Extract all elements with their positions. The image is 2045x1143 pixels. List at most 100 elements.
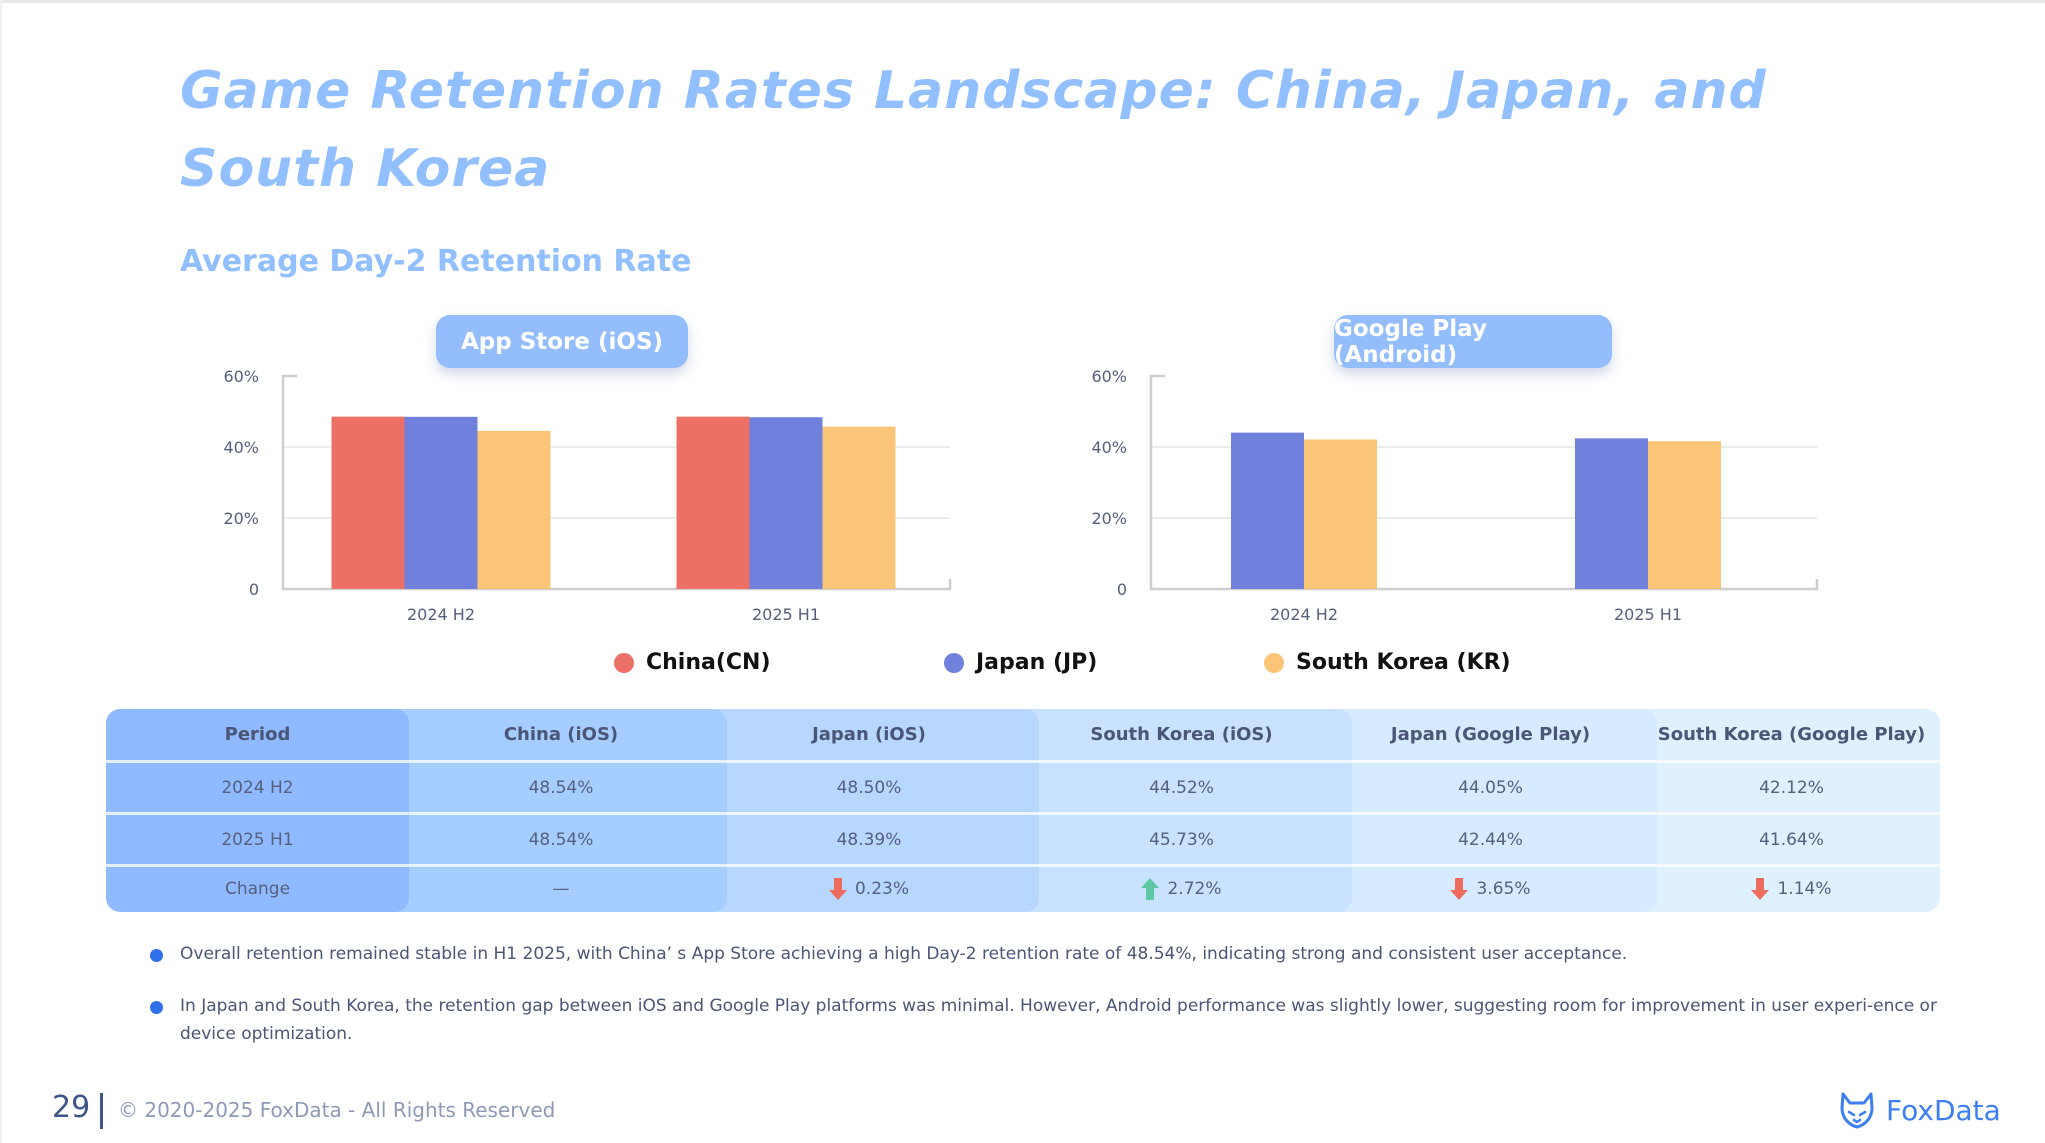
arrow-down-icon	[1751, 878, 1770, 900]
legend-item-china: China(CN)	[614, 650, 771, 675]
bar-japan-jp-2024-h2	[404, 416, 478, 589]
brand-logo: FoxData	[1838, 1090, 2001, 1130]
table-cell: 44.52%	[1025, 762, 1338, 813]
insight-text: In Japan and South Korea, the retention …	[180, 996, 1937, 1044]
insights-list: Overall retention remained stable in H1 …	[150, 940, 1950, 1072]
legend-swatch-china	[614, 652, 634, 673]
change-value: 3.65%	[1476, 879, 1531, 899]
page-title: Game Retention Rates Landscape: China, J…	[180, 61, 1767, 199]
y-tick-label: 0	[249, 580, 259, 599]
arrow-up-icon	[1141, 878, 1160, 900]
table-column: South Korea (iOS) 44.52% 45.73% 2.72%	[1011, 709, 1352, 912]
insight-text: Overall retention remained stable in H1 …	[180, 944, 1628, 964]
legend-item-japan: Japan (JP)	[944, 650, 1097, 675]
y-tick-label: 60%	[1091, 367, 1127, 386]
legend-swatch-japan	[944, 652, 964, 673]
row-divider	[106, 864, 1940, 867]
brand-name: FoxData	[1886, 1093, 2001, 1127]
table-cell: 45.73%	[1025, 814, 1338, 865]
bar-south-korea-kr-2025-h1	[822, 426, 896, 589]
table-cell: 41.64%	[1643, 814, 1940, 865]
y-tick-label: 20%	[1091, 509, 1127, 528]
arrow-down-icon	[828, 878, 847, 900]
bar-japan-jp-2025-h1	[749, 417, 823, 589]
page-number: 29	[52, 1090, 91, 1125]
table-header-cell: China (iOS)	[409, 709, 713, 760]
table-change-cell: 2.72%	[1025, 866, 1338, 912]
insight-item: In Japan and South Korea, the retention …	[150, 992, 1950, 1048]
bar-south-korea-kr-2024-h2	[477, 430, 551, 589]
bullet-icon	[150, 1001, 163, 1014]
section-title: Average Day-2 Retention Rate	[180, 244, 692, 279]
cell-value: 42.12%	[1759, 777, 1824, 798]
legend-label-china: China(CN)	[646, 650, 771, 675]
x-category-label: 2025 H1	[752, 605, 820, 624]
chart-legend: China(CN) Japan (JP) South Korea (KR)	[0, 650, 2045, 686]
table-cell: 42.44%	[1338, 814, 1643, 865]
y-tick-label: 0	[1117, 580, 1127, 599]
chart-title-ios: App Store (iOS)	[436, 315, 688, 368]
bar-japan-jp-2025-h1	[1575, 438, 1648, 589]
x-category-label: 2024 H2	[1270, 605, 1338, 624]
table-header-cell: South Korea (iOS)	[1025, 709, 1338, 760]
table-cell: 42.12%	[1643, 762, 1940, 813]
x-category-label: 2025 H1	[1614, 605, 1682, 624]
header-label: South Korea (iOS)	[1090, 724, 1273, 745]
cell-value: 48.39%	[836, 829, 902, 850]
table-change-cell: —	[409, 866, 713, 912]
left-border	[0, 0, 2, 1143]
bar-china-cn-2024-h2	[331, 416, 405, 589]
table-change-cell: 3.65%	[1338, 866, 1643, 912]
bar-japan-jp-2024-h2	[1231, 432, 1304, 589]
header-label: Period	[224, 724, 291, 745]
table-cell: 48.50%	[713, 762, 1025, 813]
footer-divider	[100, 1093, 103, 1129]
cell-value: 41.64%	[1759, 829, 1824, 850]
header-label: China (iOS)	[503, 724, 619, 745]
insight-item: Overall retention remained stable in H1 …	[150, 940, 1950, 968]
arrow-down-icon	[1450, 878, 1469, 900]
row-divider	[106, 812, 1940, 815]
copyright: © 2020-2025 FoxData - All Rights Reserve…	[118, 1098, 556, 1122]
fox-icon	[1840, 1092, 1874, 1129]
table-cell: 2024 H2	[106, 762, 409, 813]
table-column: China (iOS) 48.54% 48.54% —	[395, 709, 727, 912]
cell-value: 48.54%	[528, 829, 594, 850]
change-value: 1.14%	[1777, 879, 1832, 899]
bar-china-cn-2025-h1	[676, 416, 750, 589]
y-tick-label: 60%	[223, 367, 259, 386]
axis-line	[1149, 374, 1819, 591]
table-cell: 48.39%	[713, 814, 1025, 865]
change-value: 0.23%	[854, 879, 909, 899]
table-header-cell: South Korea (Google Play)	[1643, 709, 1940, 760]
table-header-cell: Period	[106, 709, 409, 760]
axis-line	[281, 374, 952, 591]
bullet-icon	[150, 949, 163, 962]
table-change-cell: Change	[106, 866, 409, 912]
change-label: Change	[224, 879, 291, 899]
top-border	[0, 0, 2045, 3]
legend-label-korea: South Korea (KR)	[1296, 650, 1511, 675]
chart-title-android: Google Play (Android)	[1334, 315, 1612, 368]
x-category-label: 2024 H2	[407, 605, 475, 624]
table-change-cell: 1.14%	[1643, 866, 1940, 912]
cell-value: 44.05%	[1458, 777, 1523, 798]
cell-value: 2025 H1	[221, 829, 294, 850]
legend-label-japan: Japan (JP)	[976, 650, 1098, 675]
retention-table: Period 2024 H2 2025 H1 Change China (iOS) 48.…	[106, 709, 1940, 912]
bar-south-korea-kr-2025-h1	[1648, 441, 1721, 589]
cell-value: 48.54%	[528, 777, 594, 798]
cell-value: 44.52%	[1149, 777, 1214, 798]
table-column: Period 2024 H2 2025 H1 Change	[106, 709, 409, 912]
row-divider	[106, 760, 1940, 763]
table-column: Japan (iOS) 48.50% 48.39% 0.23%	[699, 709, 1039, 912]
table-cell: 48.54%	[409, 814, 713, 865]
table-header-cell: Japan (Google Play)	[1338, 709, 1643, 760]
y-tick-label: 40%	[223, 438, 259, 457]
table-cell: 2025 H1	[106, 814, 409, 865]
table-column: Japan (Google Play) 44.05% 42.44% 3.65%	[1324, 709, 1657, 912]
y-tick-label: 40%	[1091, 438, 1127, 457]
cell-value: 48.50%	[836, 777, 902, 798]
table-header-cell: Japan (iOS)	[713, 709, 1025, 760]
